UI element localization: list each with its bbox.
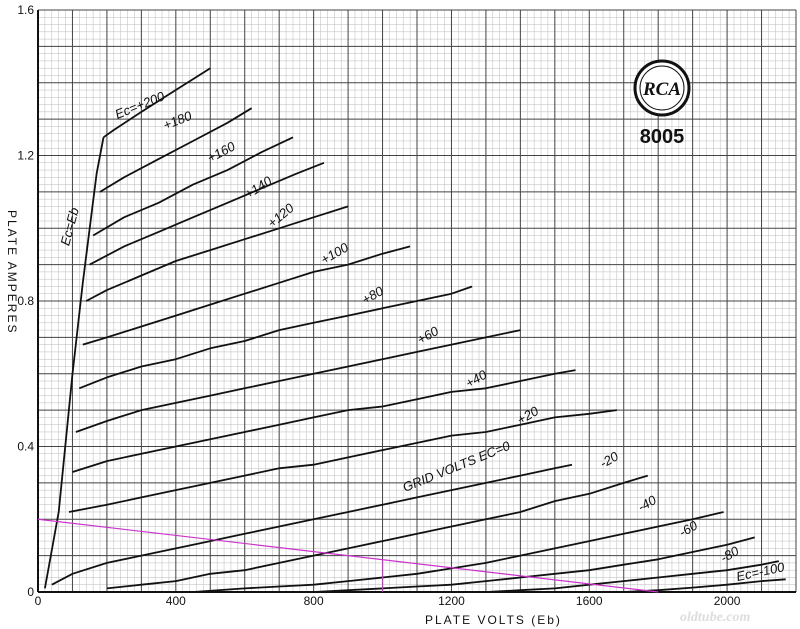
y-tick-label: 0.8 <box>17 294 34 308</box>
y-tick-label: 1.6 <box>17 3 34 17</box>
curve--100 <box>82 245 411 346</box>
x-tick-label: 2000 <box>714 594 741 608</box>
curve--20 <box>68 409 617 513</box>
curve-label: -60 <box>676 517 700 540</box>
curve--20 <box>106 474 649 590</box>
x-tick-label: 800 <box>304 594 324 608</box>
curve--80 <box>78 285 473 390</box>
y-axis-title: PLATE AMPERES <box>5 210 19 334</box>
load-line <box>37 518 659 593</box>
curve-label: -40 <box>635 492 659 515</box>
load-line-group <box>37 518 659 593</box>
x-tick-labels: 0 400 800 1200 1600 2000 <box>35 594 741 608</box>
curve-label: +120 <box>265 200 298 231</box>
curve-Ec-0 <box>51 463 573 586</box>
y-tick-label: 0 <box>27 585 34 599</box>
curves <box>44 67 786 593</box>
y-tick-label: 1.2 <box>17 149 34 163</box>
curve--160 <box>92 136 294 237</box>
curve-label: -20 <box>597 448 621 471</box>
curve--40 <box>72 369 576 473</box>
curve--140 <box>89 161 325 266</box>
rca-logo-text: RCA <box>642 79 681 100</box>
curve-label: +160 <box>205 138 239 165</box>
curve-label: Ec=Eb <box>57 206 81 247</box>
curve--80 <box>485 560 779 593</box>
curve--60 <box>313 536 755 593</box>
tube-type-label: 8005 <box>640 126 685 148</box>
x-axis-title: PLATE VOLTS (Eb) <box>425 613 562 627</box>
curve-label: +20 <box>514 403 541 427</box>
watermark-text: oldtube.com <box>680 610 750 625</box>
x-tick-label: 400 <box>166 594 186 608</box>
curve--120 <box>85 205 349 302</box>
major-grid <box>37 9 797 593</box>
y-tick-label: 0.4 <box>17 440 34 454</box>
y-tick-labels: 0 0.4 0.8 1.2 1.6 <box>17 3 34 599</box>
axes <box>37 10 796 593</box>
rca-logo: RCA <box>633 59 691 117</box>
x-tick-label: 1600 <box>576 594 603 608</box>
curve-Ec-200 <box>102 67 211 139</box>
curve-label: +100 <box>318 239 352 267</box>
curve--60 <box>75 329 521 433</box>
curve-Ec-100 <box>623 578 786 593</box>
x-tick-label: 1200 <box>438 594 465 608</box>
x-tick-label: 0 <box>35 594 42 608</box>
curve--40 <box>192 511 724 593</box>
curve-Ec-Eb <box>44 137 105 589</box>
curve--180 <box>99 107 253 193</box>
